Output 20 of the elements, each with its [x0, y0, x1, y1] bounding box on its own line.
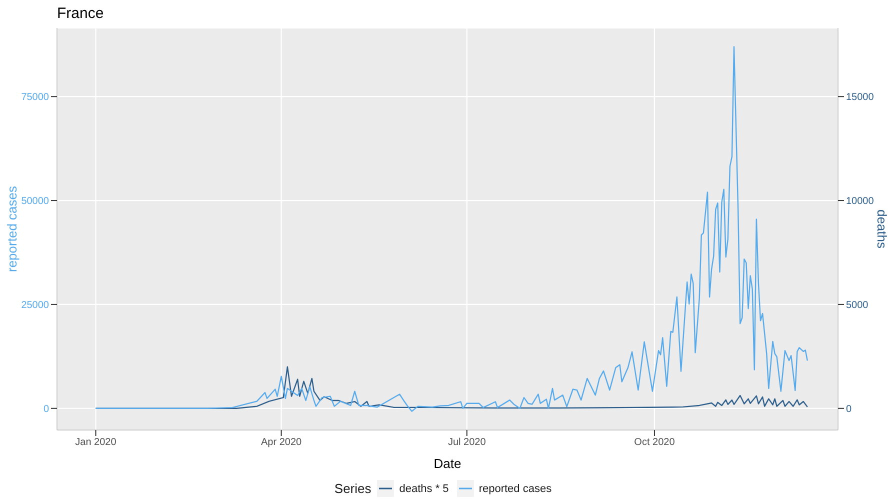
legend-label: reported cases — [478, 482, 552, 494]
y2-axis-title: deaths — [874, 209, 890, 250]
legend-label: deaths * 5 — [399, 482, 449, 494]
x-tick-label: Jan 2020 — [75, 437, 117, 448]
y-axis-title: reported cases — [4, 186, 20, 272]
x-tick-label: Apr 2020 — [261, 437, 302, 448]
y2-tick-label: 0 — [846, 404, 852, 415]
y-tick-label: 0 — [43, 404, 50, 415]
legend-title: Series — [334, 481, 372, 496]
y-tick-label: 75000 — [21, 92, 50, 104]
x-axis-title: Date — [434, 456, 462, 471]
line-series — [95, 46, 808, 412]
x-tick-label: Oct 2020 — [634, 437, 676, 448]
y2-tick-label: 5000 — [846, 300, 869, 312]
y2-tick-label: 15000 — [846, 92, 874, 104]
y-tick-label: 50000 — [21, 196, 50, 208]
y2-tick-label: 10000 — [846, 196, 874, 208]
chart-title: France — [57, 5, 104, 22]
x-tick-label: Jul 2020 — [448, 437, 486, 448]
y-tick-label: 25000 — [21, 300, 50, 312]
